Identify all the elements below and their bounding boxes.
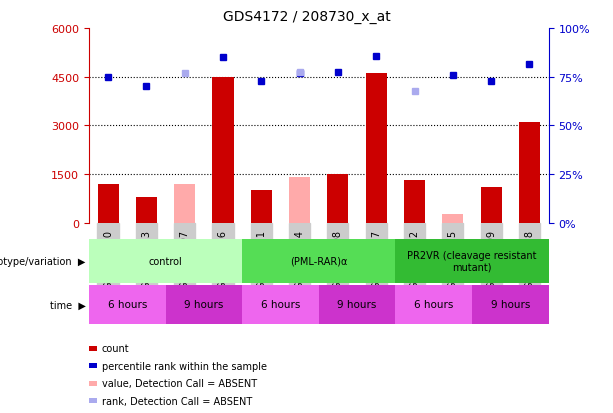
Bar — [136, 197, 157, 223]
Text: (PML-RAR)α: (PML-RAR)α — [290, 256, 348, 266]
Bar — [519, 123, 540, 223]
Bar — [366, 74, 387, 223]
Text: control: control — [148, 256, 183, 266]
Text: 6 hours: 6 hours — [261, 299, 300, 310]
Text: 9 hours: 9 hours — [337, 299, 377, 310]
Bar — [97, 184, 118, 223]
Bar — [174, 184, 195, 223]
Bar — [327, 174, 348, 223]
Bar — [213, 77, 234, 223]
Text: time  ▶: time ▶ — [50, 299, 86, 310]
Text: 9 hours: 9 hours — [184, 299, 224, 310]
Text: PR2VR (cleavage resistant
mutant): PR2VR (cleavage resistant mutant) — [407, 250, 537, 272]
Text: count: count — [102, 344, 129, 354]
Bar — [443, 215, 463, 223]
Bar — [289, 178, 310, 223]
Bar — [481, 188, 501, 223]
Text: 6 hours: 6 hours — [107, 299, 147, 310]
Text: percentile rank within the sample: percentile rank within the sample — [102, 361, 267, 371]
Text: genotype/variation  ▶: genotype/variation ▶ — [0, 256, 86, 266]
Text: 9 hours: 9 hours — [490, 299, 530, 310]
Text: GDS4172 / 208730_x_at: GDS4172 / 208730_x_at — [223, 10, 390, 24]
Bar — [404, 181, 425, 223]
Text: rank, Detection Call = ABSENT: rank, Detection Call = ABSENT — [102, 396, 252, 406]
Text: 6 hours: 6 hours — [414, 299, 454, 310]
Text: value, Detection Call = ABSENT: value, Detection Call = ABSENT — [102, 378, 257, 388]
Bar — [251, 191, 272, 223]
